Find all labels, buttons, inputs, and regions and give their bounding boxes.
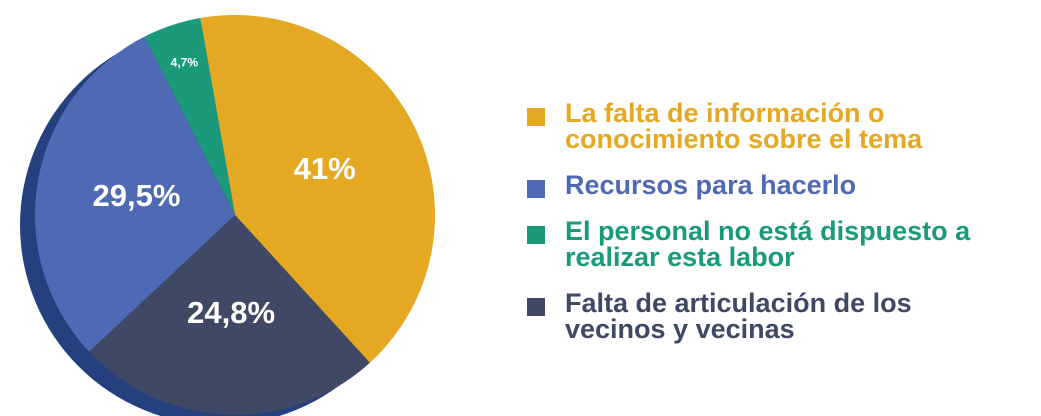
data-label: 29,5% <box>93 178 181 213</box>
data-label: 41% <box>294 151 356 186</box>
pie-slice <box>200 15 435 363</box>
legend-item: Falta de articulación de los vecinos y v… <box>527 288 1035 344</box>
legend-label: El personal no está dispuesto a realizar… <box>565 216 971 272</box>
legend-swatch <box>527 298 545 316</box>
legend-swatch <box>527 226 545 244</box>
legend-item: El personal no está dispuesto a realizar… <box>527 216 1035 272</box>
legend-swatch <box>527 180 545 198</box>
legend-item: La falta de información o conocimiento s… <box>527 98 1035 154</box>
legend-label: Recursos para hacerlo <box>565 170 857 200</box>
legend-label: Falta de articulación de los vecinos y v… <box>565 288 912 344</box>
pie-slice <box>89 215 370 415</box>
chart: 41% 24,8% 29,5% 4,7% <box>20 15 435 416</box>
legend: La falta de información o conocimiento s… <box>527 98 1035 344</box>
legend-swatch <box>527 108 545 126</box>
slices: 41% 24,8% 29,5% 4,7% <box>34 15 435 415</box>
pie-slice <box>34 36 235 352</box>
data-label: 4,7% <box>171 55 199 69</box>
legend-label: La falta de información o conocimiento s… <box>565 98 923 154</box>
pie-slice <box>144 18 235 215</box>
legend-item: Recursos para hacerlo <box>527 170 1035 200</box>
data-label: 24,8% <box>187 295 275 330</box>
